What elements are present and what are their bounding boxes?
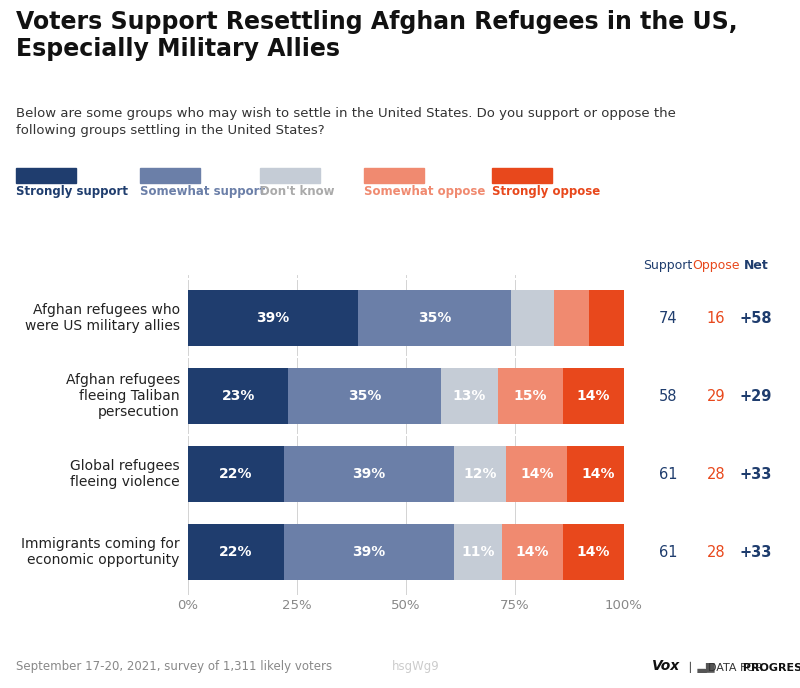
Text: 23%: 23% [222, 389, 255, 403]
Text: Somewhat support: Somewhat support [140, 185, 265, 198]
Text: Oppose: Oppose [692, 259, 740, 272]
Text: 74: 74 [658, 310, 678, 325]
Text: 22%: 22% [219, 467, 253, 481]
Bar [358, 290, 510, 346]
Text: 14%: 14% [577, 389, 610, 403]
Bar [502, 524, 563, 580]
Text: +58: +58 [740, 310, 772, 325]
Text: 28: 28 [706, 466, 726, 482]
Text: September 17-20, 2021, survey of 1,311 likely voters: September 17-20, 2021, survey of 1,311 l… [16, 660, 332, 673]
Text: PROGRESS: PROGRESS [708, 663, 800, 673]
Text: 22%: 22% [219, 545, 253, 559]
Text: 35%: 35% [418, 311, 451, 325]
Text: hsgWg9: hsgWg9 [392, 660, 440, 673]
Bar [284, 524, 454, 580]
Text: 13%: 13% [453, 389, 486, 403]
Bar [567, 446, 628, 502]
Bar [498, 368, 563, 424]
Text: 58: 58 [658, 389, 678, 404]
Text: +33: +33 [740, 466, 772, 482]
Text: 14%: 14% [581, 467, 614, 481]
Bar [454, 524, 502, 580]
Bar [554, 290, 589, 346]
Text: 61: 61 [658, 545, 678, 560]
Text: Don't know: Don't know [260, 185, 334, 198]
Text: Somewhat oppose: Somewhat oppose [364, 185, 486, 198]
Bar [563, 368, 624, 424]
Text: 14%: 14% [520, 467, 554, 481]
Bar [188, 524, 284, 580]
Text: 14%: 14% [577, 545, 610, 559]
Bar [563, 524, 624, 580]
Text: 16: 16 [706, 310, 726, 325]
Text: Net: Net [744, 259, 768, 272]
Text: 12%: 12% [463, 467, 497, 481]
Text: 15%: 15% [514, 389, 547, 403]
Text: ▏▃▇: ▏▃▇ [690, 662, 715, 673]
Bar [188, 290, 358, 346]
Text: 61: 61 [658, 466, 678, 482]
Bar [441, 368, 498, 424]
Bar [454, 446, 506, 502]
Text: Strongly oppose: Strongly oppose [492, 185, 600, 198]
Bar [288, 368, 441, 424]
Text: +29: +29 [740, 389, 772, 404]
Text: DATA FOR: DATA FOR [708, 663, 766, 673]
Text: 39%: 39% [352, 467, 386, 481]
Bar [188, 446, 284, 502]
Text: 28: 28 [706, 545, 726, 560]
Text: +33: +33 [740, 545, 772, 560]
Bar [589, 290, 624, 346]
Text: Voters Support Resettling Afghan Refugees in the US,
Especially Military Allies: Voters Support Resettling Afghan Refugee… [16, 10, 738, 61]
Text: 39%: 39% [352, 545, 386, 559]
Text: 39%: 39% [256, 311, 290, 325]
Text: Strongly support: Strongly support [16, 185, 128, 198]
Text: 11%: 11% [461, 545, 494, 559]
Text: 14%: 14% [516, 545, 549, 559]
Bar [284, 446, 454, 502]
Bar [506, 446, 567, 502]
Text: Support: Support [643, 259, 693, 272]
Bar [188, 368, 288, 424]
Text: Vox: Vox [652, 659, 680, 673]
Bar [510, 290, 554, 346]
Text: 35%: 35% [348, 389, 382, 403]
Text: 29: 29 [706, 389, 726, 404]
Text: Below are some groups who may wish to settle in the United States. Do you suppor: Below are some groups who may wish to se… [16, 107, 676, 137]
